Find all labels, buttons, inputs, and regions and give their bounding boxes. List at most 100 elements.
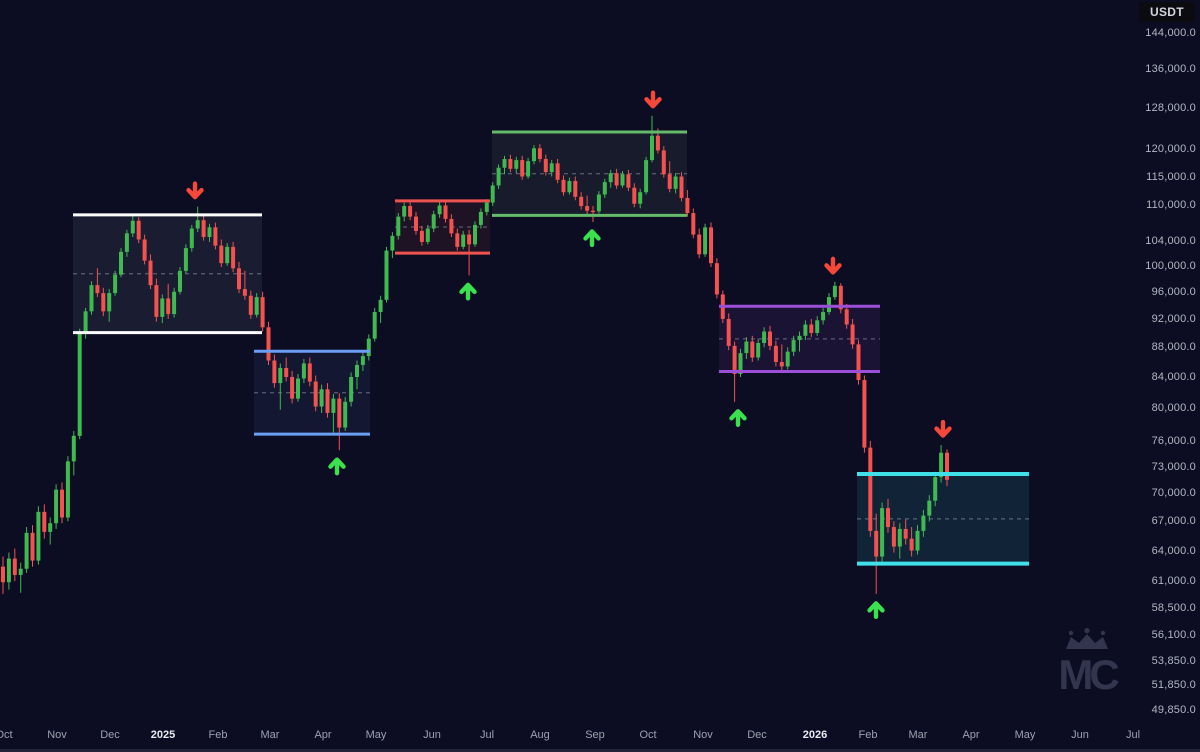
time-tick-label: Jul bbox=[1125, 729, 1141, 741]
candle-body bbox=[431, 214, 436, 229]
candle-body bbox=[154, 285, 159, 317]
candle-body bbox=[773, 345, 778, 362]
time-axis[interactable]: Oct Nov Dec 2025 Feb Mar Apr May Jun Jul Aug Sep Oct… bbox=[0, 727, 1200, 752]
candle-body bbox=[130, 220, 135, 234]
candle-body bbox=[478, 211, 483, 225]
quote-currency-badge[interactable]: USDT bbox=[1139, 2, 1195, 22]
candle-body bbox=[455, 233, 460, 247]
time-tick-label: Mar bbox=[260, 729, 280, 741]
box-border-lines[interactable] bbox=[73, 130, 1029, 566]
candle-body bbox=[614, 173, 619, 186]
candle-body bbox=[65, 461, 70, 518]
time-tick-label: May bbox=[365, 729, 387, 741]
candle-body bbox=[231, 246, 236, 269]
price-tick-label: 96,000.0 bbox=[1151, 285, 1196, 298]
candle-body bbox=[762, 331, 767, 343]
candle-body bbox=[537, 148, 542, 160]
candle-body bbox=[77, 332, 82, 436]
candle-body bbox=[384, 250, 389, 300]
down-arrow[interactable] bbox=[824, 256, 842, 275]
up-arrow[interactable] bbox=[729, 409, 747, 427]
candle-body bbox=[667, 174, 672, 189]
candle-body bbox=[183, 248, 188, 271]
time-tick-label: Oct bbox=[639, 729, 657, 741]
candle-body bbox=[42, 511, 47, 532]
candle-body bbox=[449, 218, 454, 234]
candle-body bbox=[83, 311, 88, 333]
time-tick-label: Nov bbox=[47, 729, 67, 741]
candles bbox=[1, 115, 949, 594]
candle-body bbox=[921, 515, 926, 531]
candle-body bbox=[514, 160, 519, 169]
candle-body bbox=[620, 174, 625, 186]
candle-body bbox=[160, 298, 165, 317]
price-tick-label: 61,000.0 bbox=[1151, 575, 1196, 588]
candle-body bbox=[915, 530, 920, 551]
candle-body bbox=[655, 135, 660, 151]
green-range-box-fill bbox=[492, 132, 687, 216]
candle-body bbox=[278, 367, 283, 384]
time-tick-label: Jun bbox=[1071, 729, 1089, 741]
candle-body bbox=[626, 174, 631, 188]
candle-body bbox=[95, 285, 100, 294]
candle-body bbox=[437, 205, 442, 215]
time-tick-label: Jun bbox=[423, 729, 441, 741]
candle-body bbox=[555, 163, 560, 180]
candle-body bbox=[319, 389, 324, 407]
candle-body bbox=[832, 285, 837, 298]
candle-body bbox=[803, 324, 808, 336]
candle-body bbox=[909, 538, 914, 551]
price-tick-label: 56,100.0 bbox=[1151, 628, 1196, 641]
candle-body bbox=[372, 312, 377, 339]
price-tick-label: 84,000.0 bbox=[1151, 370, 1196, 383]
candle-body bbox=[608, 173, 613, 183]
candle-body bbox=[201, 220, 206, 238]
candle-body bbox=[107, 293, 112, 312]
price-tick-label: 51,850.0 bbox=[1151, 678, 1196, 691]
candle-body bbox=[473, 224, 477, 245]
candle-body bbox=[632, 187, 637, 204]
down-arrow[interactable] bbox=[186, 181, 204, 200]
time-tick-label: May bbox=[1014, 729, 1036, 741]
down-arrow[interactable] bbox=[934, 419, 952, 438]
candle-body bbox=[136, 220, 141, 240]
price-tick-label: 120,000.0 bbox=[1145, 143, 1196, 156]
candle-body bbox=[378, 299, 383, 313]
price-tick-label: 70,000.0 bbox=[1151, 487, 1196, 500]
candle-body bbox=[579, 196, 584, 207]
up-arrow[interactable] bbox=[459, 282, 477, 301]
candle-body bbox=[331, 398, 336, 413]
price-tick-label: 73,000.0 bbox=[1151, 460, 1196, 473]
candle-body bbox=[266, 327, 271, 361]
signal-arrows[interactable] bbox=[186, 90, 952, 620]
candle-body bbox=[897, 528, 902, 547]
time-tick-label: Dec bbox=[100, 729, 120, 741]
candle-body bbox=[248, 295, 253, 315]
candle-body bbox=[779, 361, 784, 367]
candle-body bbox=[549, 163, 554, 173]
candle-body bbox=[18, 568, 23, 575]
price-tick-label: 80,000.0 bbox=[1151, 402, 1196, 415]
candle-body bbox=[945, 452, 949, 480]
candle-body bbox=[113, 274, 118, 294]
candle-body bbox=[101, 293, 106, 312]
candle-body bbox=[508, 159, 513, 169]
price-tick-label: 76,000.0 bbox=[1151, 434, 1196, 447]
price-tick-label: 128,000.0 bbox=[1145, 102, 1196, 115]
candle-body bbox=[650, 135, 654, 161]
up-arrow[interactable] bbox=[328, 457, 346, 476]
candle-body bbox=[526, 161, 531, 177]
price-tick-label: 64,000.0 bbox=[1151, 544, 1196, 557]
candle-body bbox=[644, 160, 649, 193]
candle-body bbox=[89, 285, 94, 312]
up-arrow[interactable] bbox=[867, 601, 885, 620]
candle-body bbox=[939, 452, 944, 478]
candle-body bbox=[903, 528, 908, 539]
down-arrow[interactable] bbox=[644, 90, 662, 109]
candle-body bbox=[390, 235, 395, 251]
time-tick-label: Dec bbox=[747, 729, 767, 741]
candle-body bbox=[809, 324, 814, 333]
price-tick-label: 110,000.0 bbox=[1146, 198, 1196, 211]
up-arrow[interactable] bbox=[583, 229, 601, 248]
